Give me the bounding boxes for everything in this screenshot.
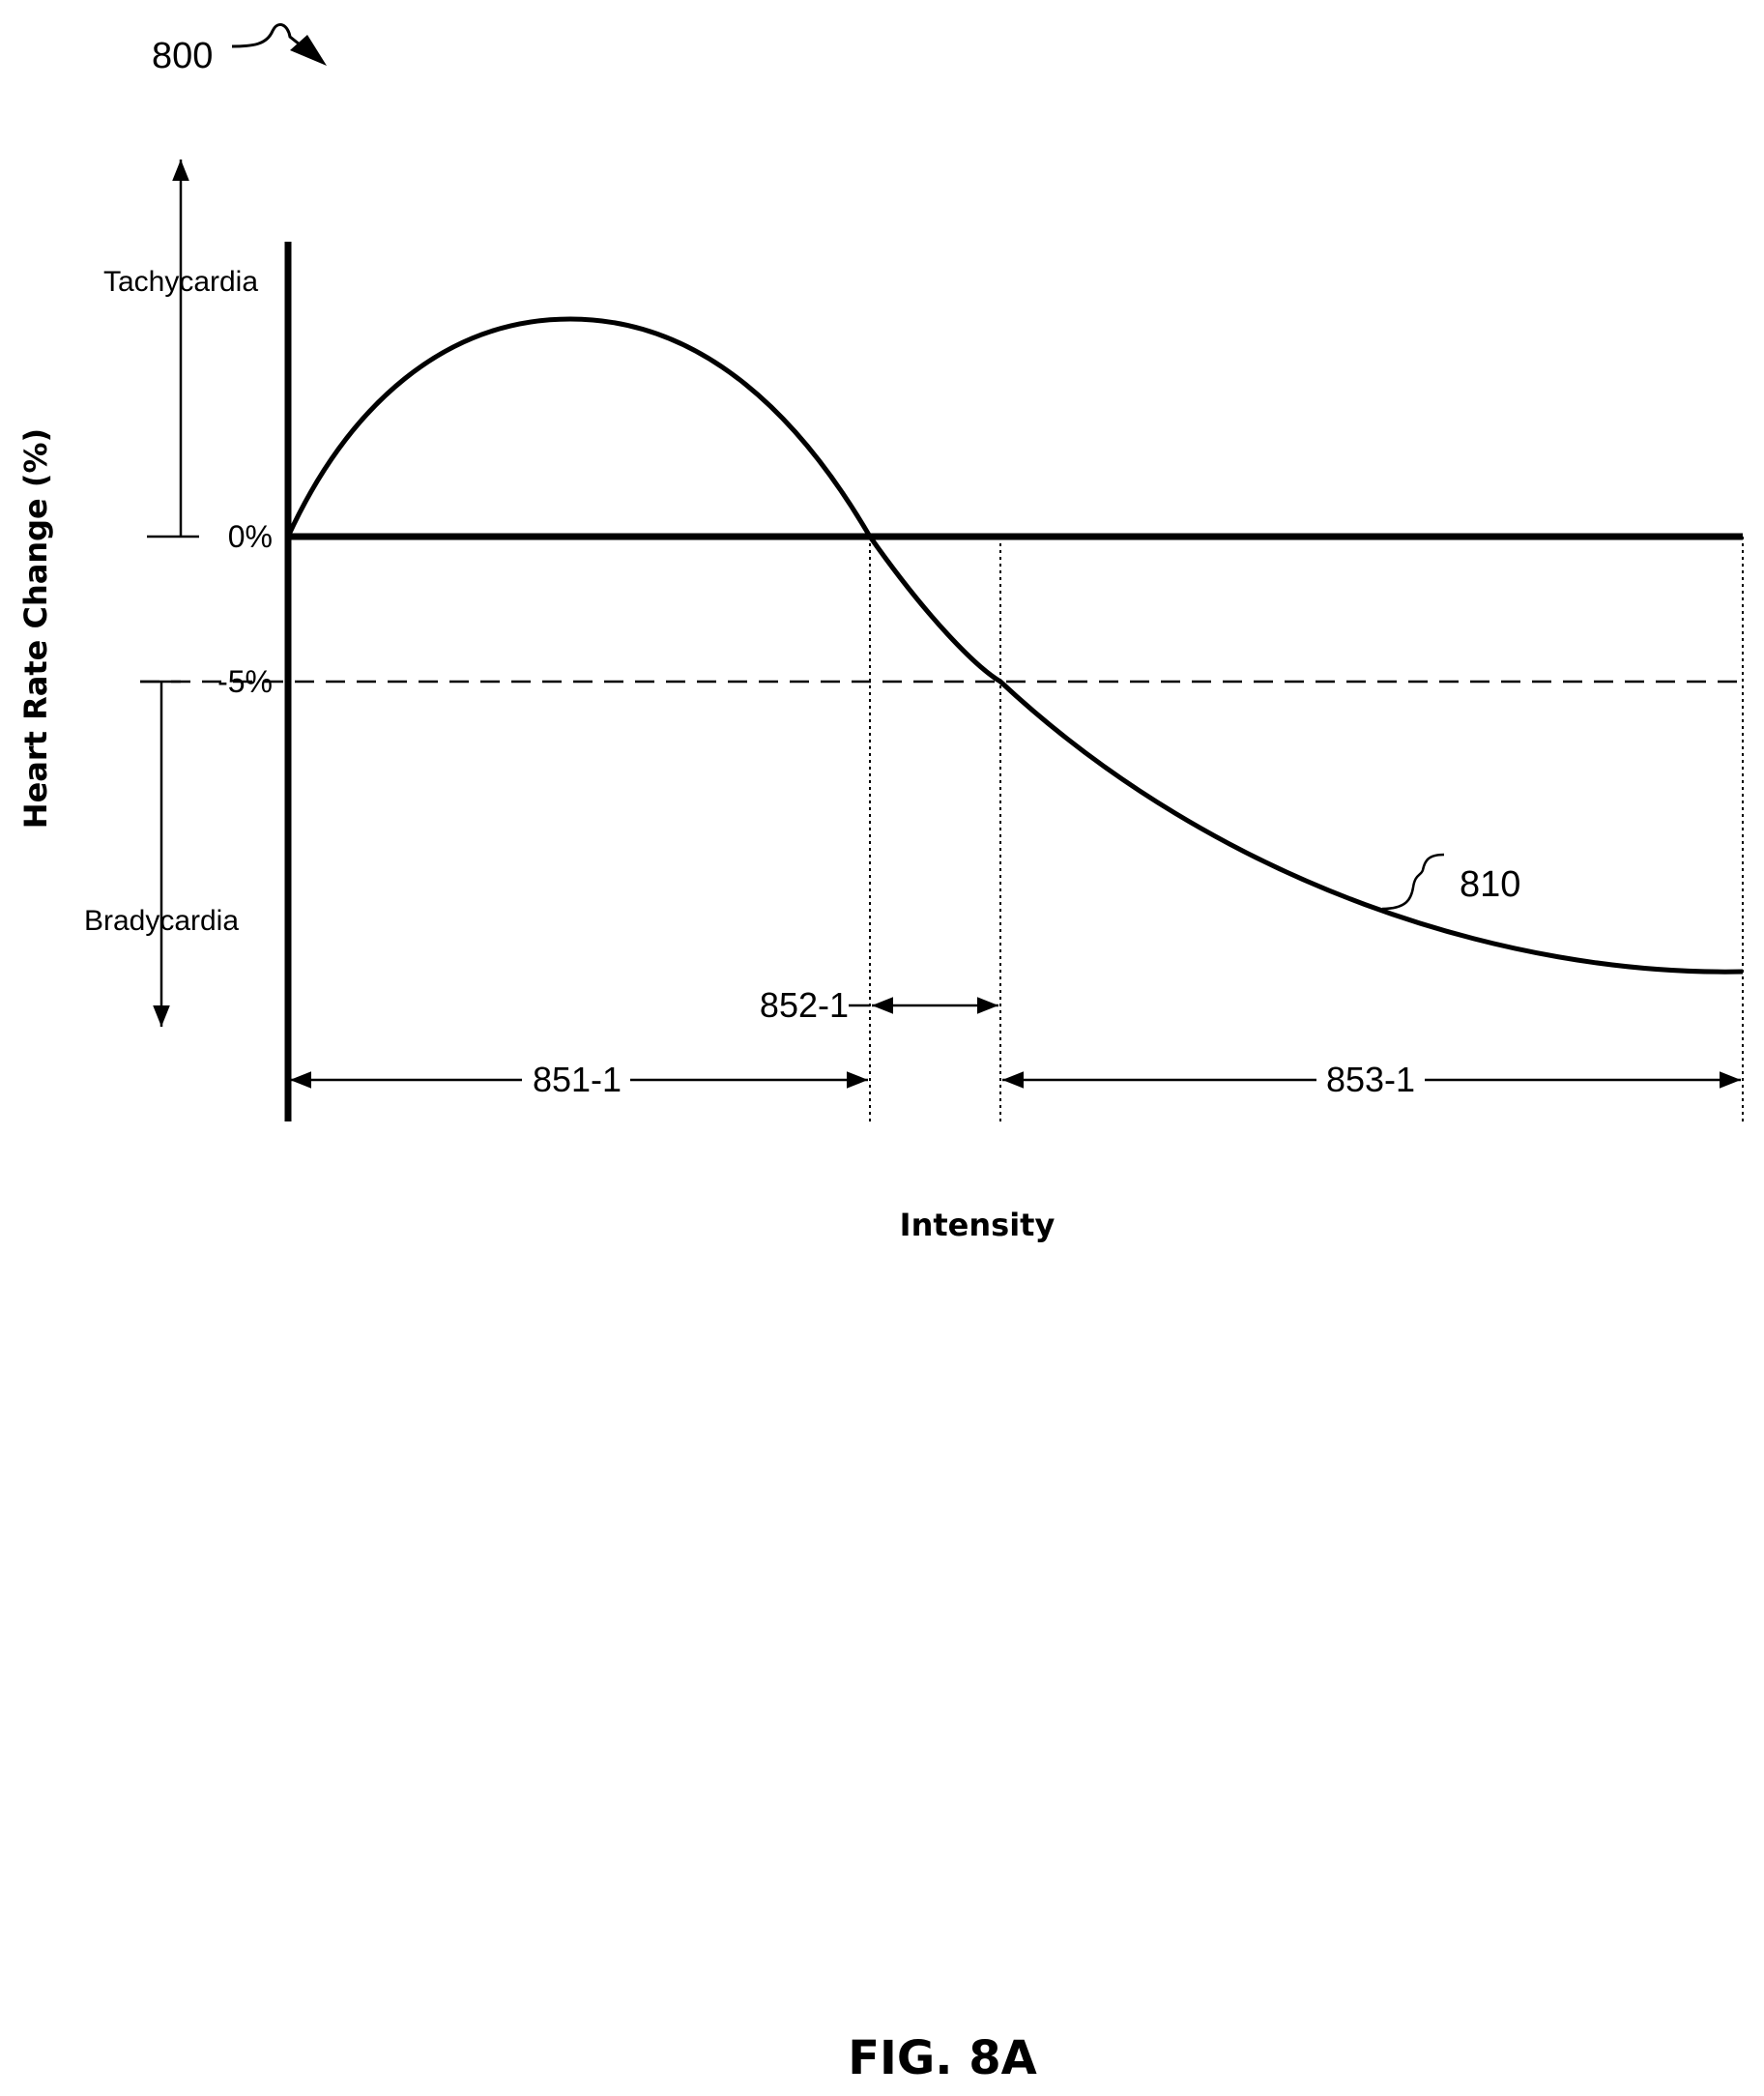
figure-ref-number: 800 bbox=[152, 36, 213, 76]
tachycardia-label: Tachycardia bbox=[103, 266, 258, 298]
figure-caption: FIG. 8A bbox=[848, 2031, 1037, 2085]
response-curve bbox=[285, 316, 1744, 975]
bradycardia-label: Bradycardia bbox=[84, 905, 239, 937]
range-853-label: 853-1 bbox=[1326, 1060, 1415, 1099]
curve-ref-number: 810 bbox=[1460, 864, 1520, 905]
zero-percent-label: 0% bbox=[228, 519, 273, 554]
range-852-label: 852-1 bbox=[760, 985, 849, 1025]
x-axis-title: Intensity bbox=[900, 1207, 1056, 1243]
curve-ref-leader bbox=[1381, 853, 1445, 911]
ref-pointer-arrowhead bbox=[290, 35, 327, 66]
range-851-label: 851-1 bbox=[533, 1060, 622, 1099]
y-axis-title: Heart Rate Change (%) bbox=[17, 428, 54, 829]
ref-pointer-arrow bbox=[231, 22, 320, 62]
